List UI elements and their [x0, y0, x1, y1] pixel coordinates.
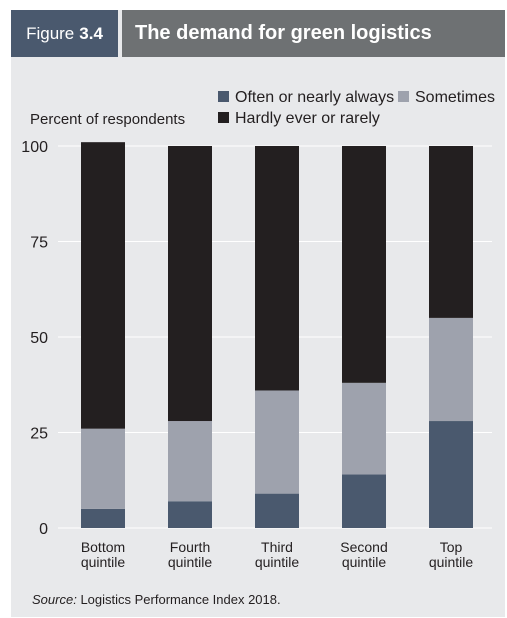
legend-label: Sometimes: [415, 89, 495, 106]
bar-segment: [429, 146, 473, 318]
bar-segment: [168, 501, 212, 528]
source-text: Logistics Performance Index 2018.: [80, 592, 281, 607]
bar-segment: [81, 508, 125, 528]
bar-segment: [81, 142, 125, 429]
y-tick-label: 0: [39, 521, 48, 538]
legend-label: Often or nearly always: [235, 89, 394, 106]
figure-number: 3.4: [79, 23, 103, 43]
x-category-label: quintile: [342, 554, 387, 570]
bar-segment: [429, 317, 473, 422]
x-category-label: Bottom: [81, 539, 125, 555]
y-axis-label: Percent of respondents: [30, 111, 185, 128]
source-label: Source:: [32, 592, 77, 607]
bar-segment: [342, 146, 386, 383]
legend-swatch: [218, 112, 229, 123]
y-tick-label: 75: [30, 235, 48, 252]
y-tick-label: 50: [30, 330, 48, 347]
bar-segment: [429, 421, 473, 528]
x-category-label: quintile: [168, 554, 213, 570]
y-axis-ticks: 0 25 50 75 100: [21, 139, 48, 538]
bar-segment: [255, 146, 299, 391]
legend-swatch: [398, 91, 409, 102]
figure-number-tag: Figure 3.4: [11, 10, 118, 57]
x-category-label: Fourth: [170, 539, 210, 555]
source-note: Source: Logistics Performance Index 2018…: [32, 592, 281, 607]
figure-title: The demand for green logistics: [122, 10, 505, 57]
x-category-label: quintile: [255, 554, 300, 570]
bar-segment: [168, 421, 212, 502]
bar-segment: [255, 493, 299, 528]
y-tick-label: 25: [30, 426, 48, 443]
bar-segment: [342, 382, 386, 475]
y-tick-label: 100: [21, 139, 48, 156]
x-category-label: Second: [340, 539, 387, 555]
legend-swatch: [218, 91, 229, 102]
bar-segment: [255, 390, 299, 494]
bar-segment: [81, 428, 125, 509]
bar-segment: [342, 474, 386, 528]
x-category-label: quintile: [429, 554, 474, 570]
legend-label: Hardly ever or rarely: [235, 110, 380, 127]
x-category-label: Third: [261, 539, 293, 555]
legend: Often or nearly always Sometimes Hardly ev…: [218, 89, 495, 127]
x-axis-categories: BottomquintileFourthquintileThirdquintil…: [81, 539, 474, 570]
x-category-label: Top: [440, 539, 463, 555]
x-category-label: quintile: [81, 554, 126, 570]
bars: [81, 142, 473, 528]
bar-segment: [168, 146, 212, 422]
figure-word: Figure: [26, 23, 75, 43]
